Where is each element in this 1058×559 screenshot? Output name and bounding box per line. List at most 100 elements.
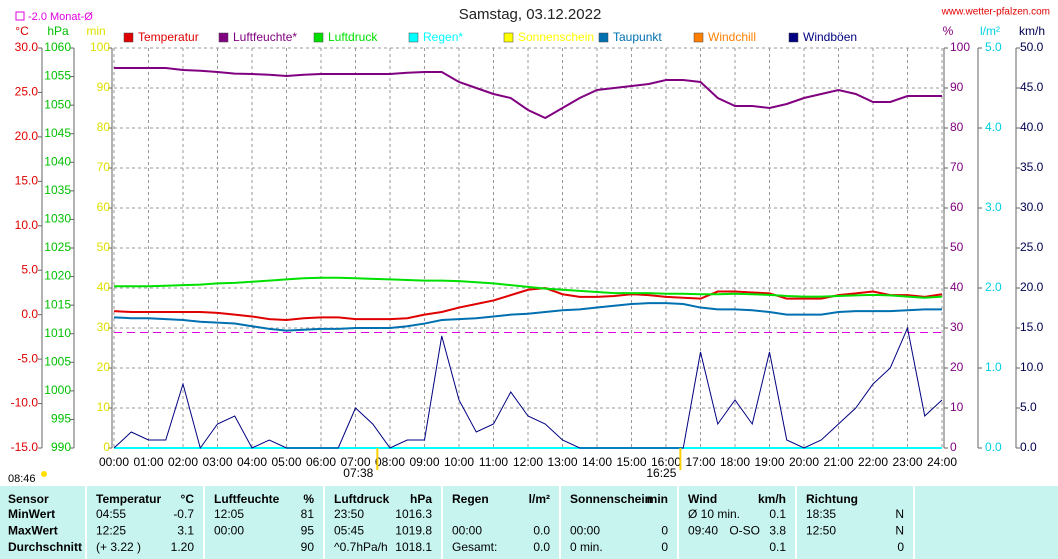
y-tick-label: 1040: [44, 154, 71, 168]
legend-swatch: [408, 32, 419, 43]
legend-label: Windchill: [708, 30, 756, 44]
row-label: MinWert: [8, 507, 55, 521]
table-unit: min: [647, 492, 668, 506]
axis-unit: hPa: [47, 24, 69, 38]
y-tick-label: 100: [950, 40, 970, 54]
y-tick-label: 40: [950, 280, 964, 294]
x-tick-label: 10:00: [444, 455, 474, 469]
cell-value: 0.1: [769, 507, 786, 521]
x-tick-label: 18:00: [720, 455, 750, 469]
y-tick-label: 20.0: [15, 129, 39, 143]
y-tick-label: 995: [51, 412, 71, 426]
cell-note: 00:00: [570, 524, 600, 538]
y-tick-label: 70: [97, 160, 111, 174]
y-tick-label: 100: [90, 40, 110, 54]
cell-value: 3.1: [177, 524, 194, 538]
axis-unit: min: [86, 24, 105, 38]
y-tick-label: 0: [103, 440, 110, 454]
y-tick-label: 50: [950, 240, 964, 254]
legend-swatch: [598, 32, 609, 43]
y-tick-label: 1045: [44, 126, 71, 140]
legend-swatch: [503, 32, 514, 43]
y-tick-label: 60: [97, 200, 111, 214]
axis-unit: l/m²: [980, 24, 1000, 38]
cell-note: 23:50: [334, 507, 364, 521]
y-tick-label: 1030: [44, 212, 71, 226]
y-tick-label: 25.0: [1020, 240, 1044, 254]
y-tick-label: 1060: [44, 40, 71, 54]
x-tick-label: 14:00: [582, 455, 612, 469]
cell-note: Ø 10 min.: [688, 507, 740, 521]
y-tick-label: 30: [950, 320, 964, 334]
y-tick-label: 10.0: [1020, 360, 1044, 374]
cell-value: 0.0: [533, 540, 550, 554]
x-tick-label: 17:00: [685, 455, 715, 469]
x-tick-label: 24:00: [927, 455, 957, 469]
y-tick-label: 0: [950, 440, 957, 454]
table-unit: °C: [181, 492, 195, 506]
table-unit: km/h: [758, 492, 786, 506]
y-tick-label: 20: [97, 360, 111, 374]
chart-title: Samstag, 03.12.2022: [459, 6, 602, 23]
y-tick-label: 40.0: [1020, 120, 1044, 134]
y-tick-label: 1050: [44, 97, 71, 111]
table-header: Luftdruck: [334, 492, 390, 506]
y-tick-label: 45.0: [1020, 80, 1044, 94]
legend-label: Luftfeuchte*: [233, 30, 297, 44]
y-tick-label: 20.0: [1020, 280, 1044, 294]
y-tick-label: 15.0: [1020, 320, 1044, 334]
x-tick-label: 23:00: [892, 455, 922, 469]
cell-value: 90: [301, 540, 315, 554]
monthly-average-label: -2.0 Monat-Ø: [28, 11, 93, 23]
table-unit: hPa: [410, 492, 432, 506]
table-unit: l/m²: [529, 492, 550, 506]
y-tick-label: 50: [97, 240, 111, 254]
y-tick-label: 30.0: [15, 40, 39, 54]
cell-note: 18:35: [806, 507, 836, 521]
y-tick-label: 10: [950, 400, 964, 414]
x-tick-label: 13:00: [547, 455, 577, 469]
table-header: Sensor: [8, 492, 49, 506]
cell-note: 12:05: [214, 507, 244, 521]
x-tick-label: 07:00: [340, 455, 370, 469]
row-label: MaxWert: [8, 524, 58, 538]
cell-value: N: [895, 524, 904, 538]
y-tick-label: -10.0: [11, 396, 39, 410]
y-tick-label: 990: [51, 440, 71, 454]
axis-unit: km/h: [1019, 24, 1045, 38]
x-tick-label: 21:00: [823, 455, 853, 469]
y-tick-label: 1035: [44, 183, 71, 197]
y-tick-label: 0.0: [21, 307, 38, 321]
sun-icon: [41, 471, 47, 477]
cell-note: 04:55: [96, 507, 126, 521]
x-tick-label: 04:00: [237, 455, 267, 469]
row-label: Durchschnitt: [8, 540, 82, 554]
y-tick-label: 15.0: [15, 174, 39, 188]
legend-swatch: [788, 32, 799, 43]
cell-note: (+ 3.22 ): [96, 540, 141, 554]
y-tick-label: 5.0: [985, 40, 1002, 54]
y-tick-label: 1025: [44, 240, 71, 254]
monthly-average-key: [15, 11, 25, 21]
x-tick-label: 00:00: [99, 455, 129, 469]
y-tick-label: 5.0: [21, 262, 38, 276]
y-tick-label: 35.0: [1020, 160, 1044, 174]
y-tick-label: 80: [97, 120, 111, 134]
cell-value: 0: [897, 540, 904, 554]
legend-label: Windböen: [803, 30, 857, 44]
sun-event-label: 07:38: [343, 466, 373, 480]
legend-swatch: [313, 32, 324, 43]
y-tick-label: 80: [950, 120, 964, 134]
source: www.wetter-pfalzen.com: [941, 7, 1050, 18]
legend-swatch: [218, 32, 229, 43]
sun-event-label: 16:25: [646, 466, 676, 480]
cell-value: 95: [301, 524, 315, 538]
cell-value: 1.20: [171, 540, 195, 554]
table-unit: %: [303, 492, 314, 506]
y-tick-label: 70: [950, 160, 964, 174]
y-tick-label: 5.0: [1020, 400, 1037, 414]
legend-swatch: [123, 32, 134, 43]
cell-note: 12:25: [96, 524, 126, 538]
y-tick-label: 4.0: [985, 120, 1002, 134]
legend-label: Taupunkt: [613, 30, 662, 44]
